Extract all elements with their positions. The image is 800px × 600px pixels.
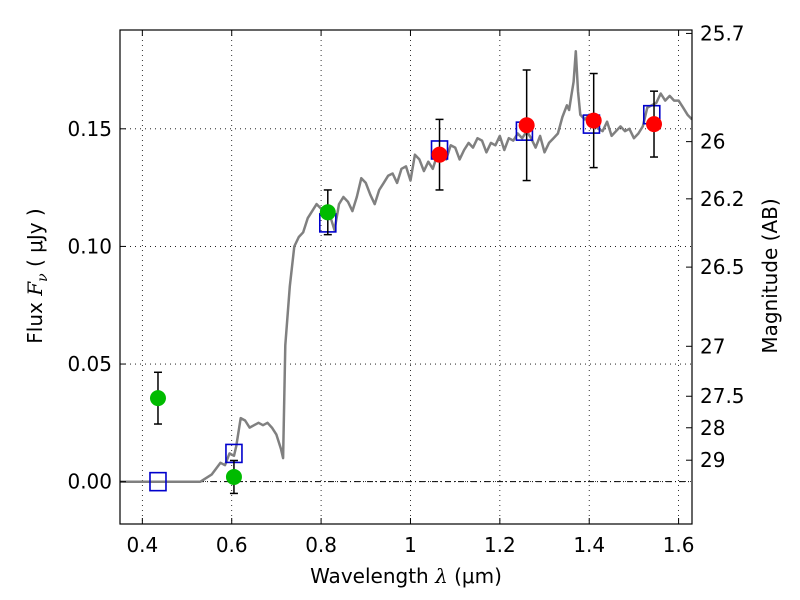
- y-axis-label: Flux Fν ( μJy ): [23, 208, 51, 343]
- observed-flux-point: [149, 390, 166, 407]
- magnitude-tick-label: 26.5: [700, 255, 745, 279]
- x-tick-label: 0.6: [216, 533, 248, 557]
- observed-flux-point: [431, 146, 448, 163]
- y-tick-label: 0.00: [67, 470, 112, 494]
- magnitude-tick-label: 26.2: [700, 187, 745, 211]
- observed-flux-point: [518, 117, 535, 134]
- magnitude-tick-label: 29: [700, 448, 725, 472]
- x-tick-label: 1.4: [573, 533, 605, 557]
- magnitude-tick-label: 28: [700, 416, 725, 440]
- magnitude-tick-label: 26: [700, 130, 725, 154]
- y-tick-label: 0.10: [67, 234, 112, 258]
- observed-flux-point: [585, 112, 602, 129]
- observed-flux-point: [646, 116, 663, 133]
- y-tick-label: 0.05: [67, 352, 112, 376]
- x-tick-label: 0.8: [305, 533, 337, 557]
- magnitude-tick-label: 27.5: [700, 384, 745, 408]
- magnitude-tick-label: 25.7: [700, 21, 745, 45]
- grid: [120, 30, 692, 524]
- x-tick-label: 1.6: [663, 533, 695, 557]
- x-tick-label: 0.4: [126, 533, 158, 557]
- secondary-y-axis-label: Magnitude (AB): [758, 198, 782, 353]
- ticks: 0.4 0.6 0.8 1 1.2 1.4 1.6 0.00 0.05 0.10 0.15 25.7 2…: [67, 21, 744, 557]
- plot-frame: [119, 29, 693, 525]
- series-layer: [120, 49, 692, 495]
- x-tick-label: 1.2: [484, 533, 516, 557]
- magnitude-tick-label: 27: [700, 334, 725, 358]
- observed-flux-point: [225, 468, 242, 485]
- y-tick-label: 0.15: [67, 117, 112, 141]
- x-axis-label: Wavelength λ (μm): [310, 564, 502, 588]
- x-tick-label: 1: [404, 533, 417, 557]
- model-photometry-square: [149, 471, 167, 492]
- observed-flux-point: [319, 204, 336, 221]
- model-spectrum-line: [120, 49, 692, 483]
